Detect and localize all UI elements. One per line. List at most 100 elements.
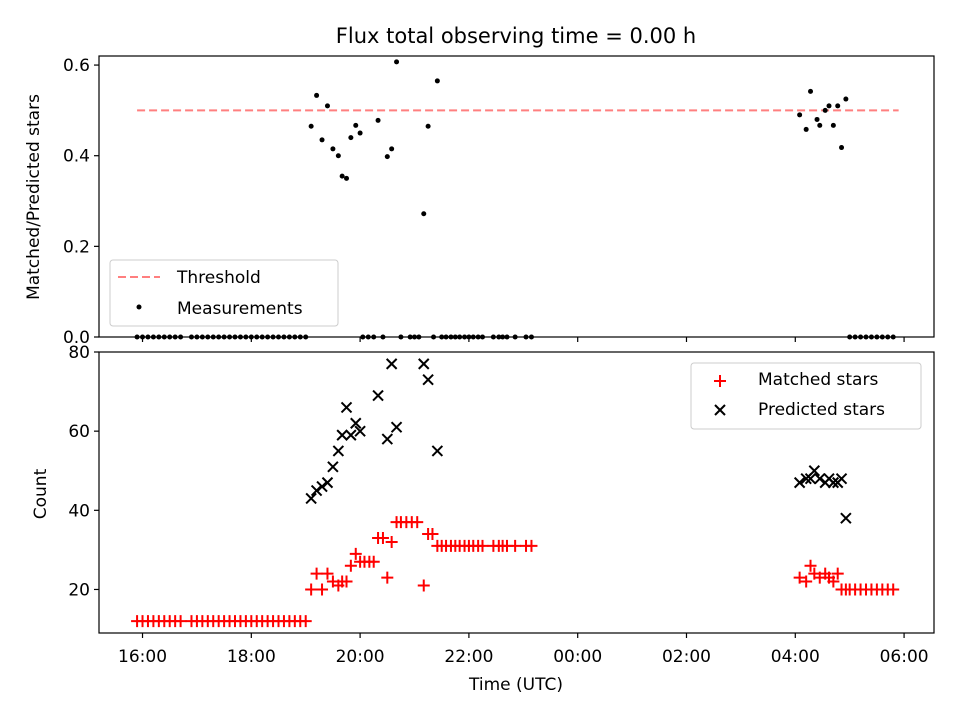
- matched-star-marker: [426, 528, 439, 541]
- matched-legend-label: Matched stars: [758, 370, 878, 390]
- predicted-star-marker: [827, 476, 840, 489]
- predicted-star-marker: [340, 401, 353, 414]
- x-tick-label: 02:00: [662, 647, 711, 667]
- measurement-point: [835, 103, 841, 109]
- x-tick-label: 04:00: [771, 647, 820, 667]
- matched-star-marker: [299, 615, 312, 628]
- measurement-point: [339, 173, 345, 179]
- matched-star-marker: [340, 575, 353, 588]
- predicted-star-marker: [793, 476, 806, 489]
- measurement-point: [817, 122, 823, 128]
- matched-star-marker: [509, 539, 522, 552]
- ratio-y-tick-label: 0.6: [63, 56, 90, 76]
- count-legend-box: [690, 362, 922, 430]
- predicted-star-marker: [336, 429, 348, 441]
- measurement-point: [348, 135, 354, 141]
- threshold-legend-label: Threshold: [176, 268, 261, 288]
- ratio-axes-frame: [98, 55, 935, 338]
- count-legend: Matched stars Predicted stars: [690, 362, 922, 430]
- measurement-point: [425, 123, 431, 129]
- ratio-y-tick-label: 0.0: [63, 328, 90, 348]
- predicted-star-marker: [835, 472, 848, 485]
- matched-star-marker: [417, 579, 430, 592]
- x-tick-label: 06:00: [880, 647, 929, 667]
- count-plot-area: [131, 358, 900, 628]
- measurement-point: [839, 145, 845, 151]
- matched-star-marker: [344, 559, 357, 572]
- matched-star-marker: [887, 583, 900, 596]
- matched-star-marker: [385, 535, 398, 548]
- figure-title: Flux total observing time = 0.00 h: [336, 24, 696, 48]
- predicted-star-marker: [310, 484, 323, 497]
- count-y-axis-label: Count: [31, 468, 51, 519]
- predicted-star-marker: [422, 373, 434, 386]
- measurement-point: [375, 117, 381, 123]
- predicted-star-marker: [345, 429, 357, 441]
- measurement-point: [421, 211, 427, 217]
- matched-star-marker: [305, 583, 318, 596]
- count-panel: 20 40 60 80 16:00 18:00 20:00 22:00 00:00 02:00 0…: [31, 343, 935, 695]
- matched-star-marker: [174, 615, 187, 628]
- predicted-star-marker: [354, 425, 366, 437]
- count-y-tick-label: 60: [68, 422, 90, 442]
- measurement-point: [384, 154, 390, 160]
- matched-star-marker: [316, 583, 329, 596]
- predicted-star-marker: [372, 389, 384, 402]
- count-y-tick-label: 80: [68, 343, 90, 363]
- matched-star-marker: [525, 539, 538, 552]
- measurement-point: [843, 96, 849, 102]
- matched-star-marker: [381, 571, 394, 584]
- predicted-star-marker: [327, 461, 339, 473]
- predicted-star-marker: [350, 417, 362, 429]
- measurement-point: [324, 103, 330, 109]
- measurement-point: [389, 146, 395, 152]
- matched-star-marker: [800, 575, 813, 588]
- measurement-point: [797, 112, 803, 118]
- ratio-y-tick-label: 0.4: [63, 147, 90, 167]
- matched-star-marker: [310, 567, 323, 580]
- count-y-axis: 20 40 60 80: [68, 343, 99, 600]
- ratio-y-axis: 0.0 0.2 0.4 0.6: [63, 56, 99, 348]
- x-tick-label: 18:00: [227, 647, 276, 667]
- measurements-legend-label: Measurements: [177, 299, 303, 319]
- matched-star-marker: [804, 559, 817, 572]
- measurement-point: [814, 116, 820, 122]
- ratio-y-axis-label: Matched/Predicted stars: [24, 94, 44, 300]
- matched-star-marker: [321, 567, 334, 580]
- predicted-star-marker: [390, 421, 403, 433]
- matched-star-marker: [476, 539, 489, 552]
- count-axes-frame: [98, 351, 935, 634]
- x-tick-label: 22:00: [444, 647, 493, 667]
- predicted-star-marker: [316, 480, 328, 493]
- measurement-point: [308, 123, 314, 129]
- measurement-point: [319, 137, 325, 143]
- predicted-star-marker: [332, 445, 345, 457]
- ratio-y-tick-label: 0.2: [63, 237, 90, 257]
- ratio-panel: 0.0 0.2 0.4 0.6 Matched/Predicted stars Thr…: [24, 55, 935, 348]
- measurement-point: [394, 59, 400, 65]
- measurement-point: [357, 130, 363, 136]
- count-y-tick-label: 20: [68, 580, 90, 600]
- measurement-point: [803, 126, 809, 132]
- predicted-star-marker: [808, 465, 821, 477]
- matched-star-marker: [376, 532, 389, 545]
- measurement-point: [330, 146, 336, 152]
- predicted-star-marker: [840, 512, 852, 524]
- predicted-star-marker: [321, 476, 334, 489]
- matched-star-marker: [367, 555, 380, 568]
- count-x-axis: 16:00 18:00 20:00 22:00 00:00 02:00 04:00 06:00: [118, 633, 929, 667]
- measurement-point: [822, 107, 828, 113]
- ratio-legend: Threshold Measurements: [109, 259, 339, 327]
- measurement-point: [344, 175, 350, 181]
- x-axis-label: Time (UTC): [468, 675, 563, 695]
- predicted-star-marker: [385, 358, 398, 370]
- measurement-point: [808, 88, 814, 94]
- matched-star-marker: [793, 571, 806, 584]
- predicted-legend-label: Predicted stars: [758, 400, 885, 420]
- measurement-point: [353, 122, 359, 128]
- matched-star-marker: [831, 567, 844, 580]
- measurements-legend-swatch: [136, 304, 142, 310]
- predicted-star-marker: [381, 433, 394, 445]
- matched-star-marker: [349, 547, 362, 560]
